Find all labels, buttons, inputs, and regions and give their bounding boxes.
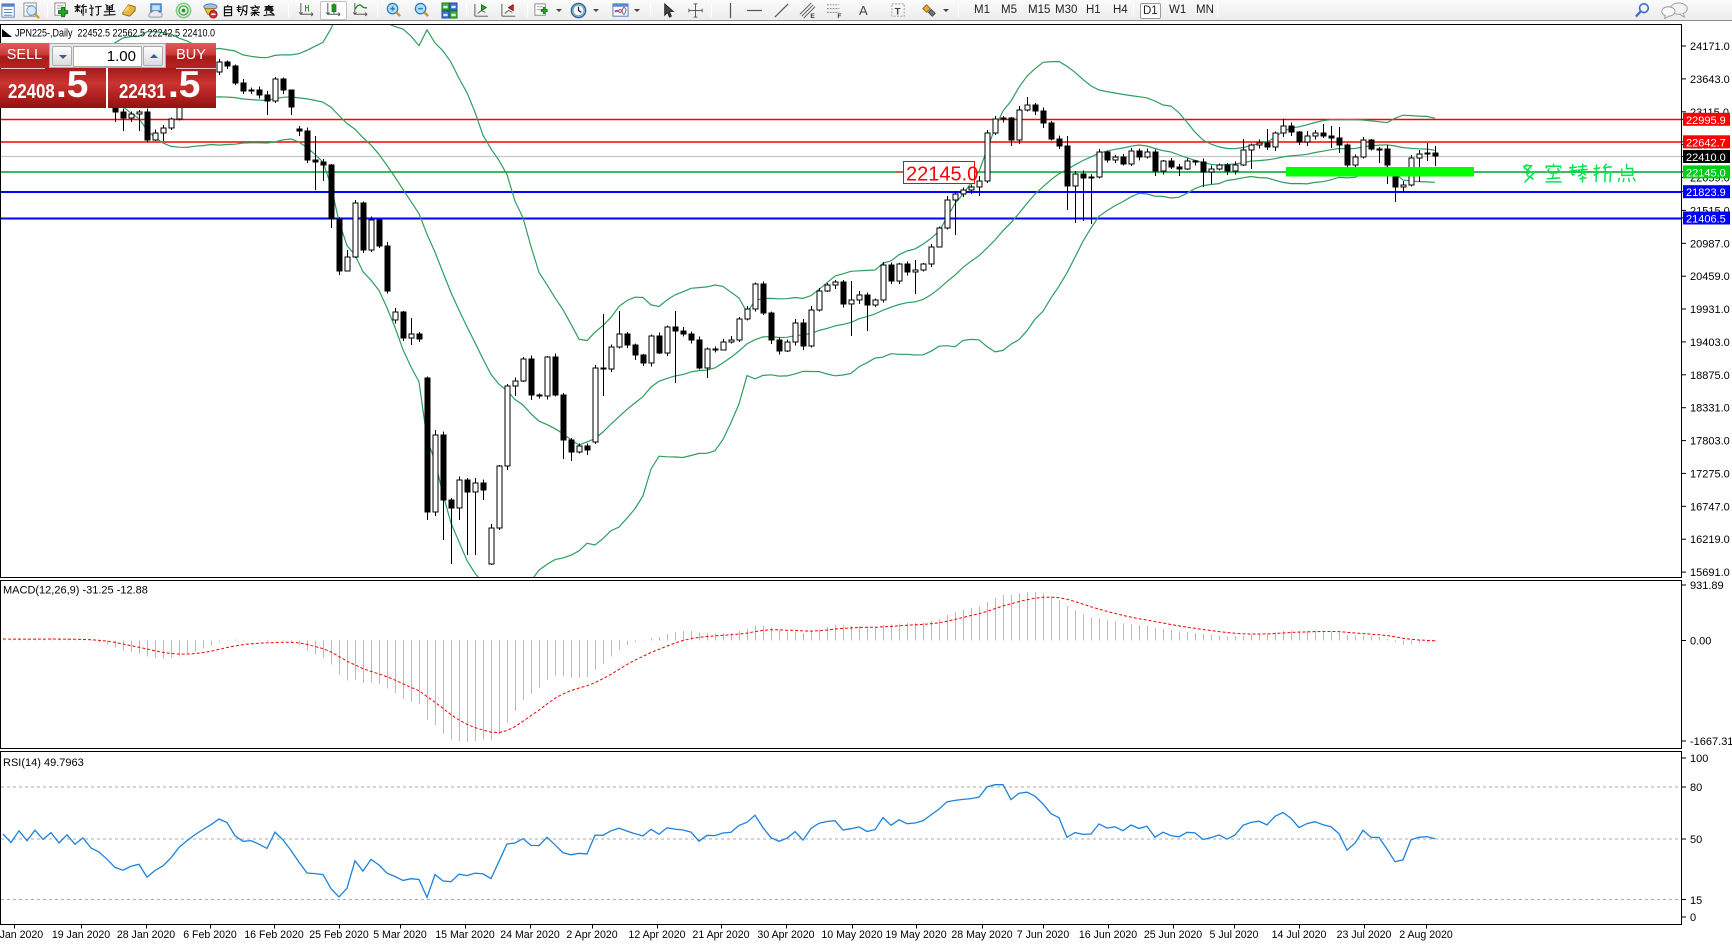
svg-text:16 Feb 2020: 16 Feb 2020	[244, 929, 304, 941]
svg-text:23 Jul 2020: 23 Jul 2020	[1337, 929, 1392, 941]
svg-text:931.89: 931.89	[1690, 580, 1724, 592]
svg-text:17803.0: 17803.0	[1690, 436, 1730, 448]
svg-text:0.00: 0.00	[1690, 636, 1711, 648]
svg-text:RSI(14) 49.7963: RSI(14) 49.7963	[3, 757, 84, 769]
svg-text:15691.0: 15691.0	[1690, 567, 1730, 579]
svg-text:28 May 2020: 28 May 2020	[951, 929, 1012, 941]
svg-text:16747.0: 16747.0	[1690, 501, 1730, 513]
svg-text:21 Apr 2020: 21 Apr 2020	[692, 929, 749, 941]
svg-text:15 Mar 2020: 15 Mar 2020	[435, 929, 495, 941]
svg-text:T: T	[895, 6, 901, 17]
svg-text:16 Jun 2020: 16 Jun 2020	[1079, 929, 1137, 941]
svg-text:17275.0: 17275.0	[1690, 468, 1730, 480]
svg-text:18875.0: 18875.0	[1690, 370, 1730, 382]
svg-text:19403.0: 19403.0	[1690, 337, 1730, 349]
svg-text:F: F	[837, 13, 841, 19]
svg-text:5 Jul 2020: 5 Jul 2020	[1210, 929, 1259, 941]
svg-text:MACD(12,26,9) -31.25 -12.88: MACD(12,26,9) -31.25 -12.88	[3, 585, 148, 597]
svg-text:20987.0: 20987.0	[1690, 238, 1730, 250]
svg-text:22145.0: 22145.0	[906, 164, 978, 186]
svg-text:22145.0: 22145.0	[1686, 167, 1726, 179]
svg-text:23643.0: 23643.0	[1690, 74, 1730, 86]
svg-text:21406.5: 21406.5	[1686, 214, 1726, 226]
svg-text:0: 0	[1690, 912, 1696, 924]
svg-text:22410.0: 22410.0	[1686, 152, 1726, 164]
svg-text:100: 100	[1690, 753, 1708, 765]
svg-text:E: E	[810, 13, 815, 19]
svg-text:12 Apr 2020: 12 Apr 2020	[628, 929, 685, 941]
svg-text:22642.7: 22642.7	[1686, 137, 1726, 149]
svg-text:10 May 2020: 10 May 2020	[821, 929, 882, 941]
svg-text:80: 80	[1690, 782, 1702, 794]
svg-text:2 Apr 2020: 2 Apr 2020	[566, 929, 617, 941]
svg-text:19931.0: 19931.0	[1690, 304, 1730, 316]
svg-text:-1667.31: -1667.31	[1690, 736, 1732, 748]
svg-text:25 Jun 2020: 25 Jun 2020	[1144, 929, 1202, 941]
svg-text:21823.9: 21823.9	[1686, 187, 1726, 199]
svg-text:30 Apr 2020: 30 Apr 2020	[757, 929, 814, 941]
svg-text:25 Feb 2020: 25 Feb 2020	[309, 929, 369, 941]
svg-text:20459.0: 20459.0	[1690, 271, 1730, 283]
svg-text:22995.9: 22995.9	[1686, 115, 1726, 127]
svg-text:14 Jul 2020: 14 Jul 2020	[1272, 929, 1327, 941]
svg-text:18331.0: 18331.0	[1690, 403, 1730, 415]
svg-text:2 Aug 2020: 2 Aug 2020	[1399, 929, 1453, 941]
svg-text:5 Mar 2020: 5 Mar 2020	[373, 929, 427, 941]
svg-text:15: 15	[1690, 895, 1702, 907]
svg-text:JPN225-,Daily 22452.5 22562.5: JPN225-,Daily 22452.5 22562.5 22242.5 22…	[15, 28, 215, 40]
svg-text:24 Mar 2020: 24 Mar 2020	[500, 929, 560, 941]
svg-text:16219.0: 16219.0	[1690, 534, 1730, 546]
svg-text:7 Jun 2020: 7 Jun 2020	[1017, 929, 1070, 941]
svg-text:19 Jan 2020: 19 Jan 2020	[52, 929, 110, 941]
svg-text:28 Jan 2020: 28 Jan 2020	[117, 929, 175, 941]
svg-text:19 May 2020: 19 May 2020	[885, 929, 946, 941]
svg-text:50: 50	[1690, 834, 1702, 846]
svg-text:24171.0: 24171.0	[1690, 41, 1730, 53]
svg-text:13 Jan 2020: 13 Jan 2020	[0, 929, 43, 941]
svg-text:6 Feb 2020: 6 Feb 2020	[183, 929, 237, 941]
